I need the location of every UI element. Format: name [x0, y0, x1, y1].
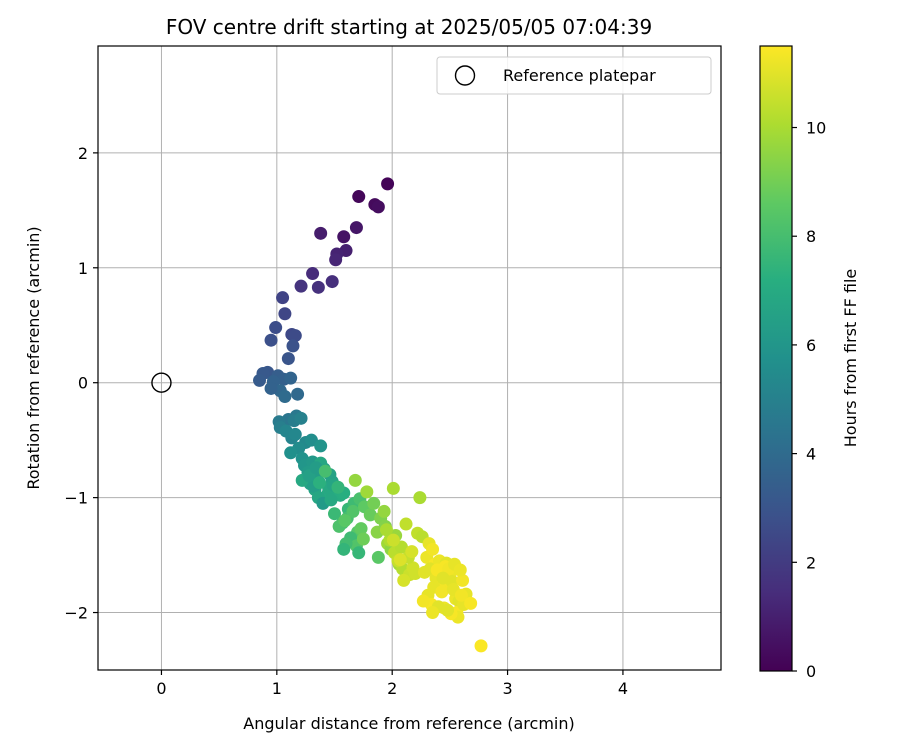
plot-frame [97, 45, 722, 671]
data-point [264, 381, 278, 395]
data-point [436, 571, 450, 585]
colorbar-tick-label: 0 [806, 662, 816, 681]
colorbar-tick-label: 8 [806, 227, 816, 246]
data-point [253, 373, 267, 387]
x-axis-ticks: 0 1 2 3 4 [156, 670, 628, 698]
data-point [426, 542, 440, 556]
data-point [441, 603, 455, 617]
gridlines [98, 46, 721, 670]
data-point [294, 279, 308, 293]
data-point [286, 339, 300, 353]
chart-title: FOV centre drift starting at 2025/05/05 … [166, 15, 652, 39]
data-point [346, 504, 360, 518]
data-point [360, 485, 374, 499]
x-tick-label: 3 [502, 679, 512, 698]
legend: Reference platepar [436, 56, 712, 95]
data-point [397, 573, 411, 587]
data-point [413, 491, 427, 505]
y-tick-label: 2 [78, 144, 88, 163]
data-point [337, 542, 351, 556]
data-point [377, 504, 391, 518]
data-point [338, 514, 352, 528]
y-tick-label: 1 [78, 259, 88, 278]
reference-platepar-marker [151, 372, 172, 393]
data-point [349, 221, 363, 235]
data-point [284, 446, 298, 460]
x-axis-label: Angular distance from reference (arcmin) [243, 714, 574, 733]
colorbar-tick-label: 6 [806, 336, 816, 355]
data-point [386, 481, 400, 495]
legend-marker-icon [454, 65, 476, 86]
data-point [288, 427, 302, 441]
data-point [352, 190, 366, 204]
data-points [253, 177, 488, 653]
data-point [331, 480, 345, 494]
data-point [337, 230, 351, 244]
data-point [325, 275, 339, 289]
data-point [291, 387, 305, 401]
x-tick-label: 4 [618, 679, 628, 698]
data-point [294, 411, 308, 425]
data-point [314, 226, 328, 240]
data-point [393, 553, 407, 567]
data-point [276, 291, 290, 305]
x-tick-label: 0 [156, 679, 166, 698]
y-tick-label: 0 [78, 374, 88, 393]
y-axis-ticks: −2 −1 0 1 2 [64, 144, 98, 623]
data-point [278, 389, 292, 403]
legend-label: Reference platepar [503, 66, 656, 85]
data-point [284, 371, 298, 385]
data-point [306, 267, 320, 281]
data-point [348, 473, 362, 487]
data-point [318, 464, 332, 478]
data-point [381, 177, 395, 191]
data-point [371, 200, 385, 214]
data-point [435, 585, 449, 599]
data-point [363, 508, 377, 522]
data-point [399, 517, 413, 531]
data-point [278, 307, 292, 321]
data-point [328, 507, 342, 521]
data-point [329, 253, 343, 267]
data-point [456, 573, 470, 587]
y-tick-label: −2 [64, 604, 88, 623]
data-point [416, 594, 430, 608]
data-point [474, 639, 488, 653]
data-point [324, 493, 338, 507]
data-point [464, 596, 478, 610]
colorbar: 0 2 4 6 8 10 Hours from first FF file [759, 45, 860, 681]
data-point [314, 439, 328, 453]
data-point [379, 523, 393, 537]
data-point [453, 563, 467, 577]
data-point [313, 476, 327, 490]
data-point [405, 545, 419, 559]
legend-box [436, 56, 712, 95]
x-tick-label: 1 [272, 679, 282, 698]
data-point [371, 550, 385, 564]
data-point [356, 532, 370, 546]
data-point [386, 533, 400, 547]
data-point [367, 496, 381, 510]
data-point [311, 280, 325, 294]
data-point [354, 522, 368, 536]
data-point [352, 546, 366, 560]
data-point [281, 352, 295, 366]
y-axis-label: Rotation from reference (arcmin) [24, 226, 43, 489]
colorbar-tick-label: 4 [806, 445, 816, 464]
data-point [426, 606, 440, 620]
data-point [454, 588, 468, 602]
colorbar-tick-label: 10 [806, 119, 826, 138]
colorbar-tick-label: 2 [806, 553, 816, 572]
y-tick-label: −1 [64, 489, 88, 508]
data-point [264, 333, 278, 347]
colorbar-ticks: 0 2 4 6 8 10 [792, 119, 826, 681]
colorbar-label: Hours from first FF file [841, 269, 860, 448]
data-point [288, 329, 302, 343]
colorbar-frame [759, 45, 793, 672]
colorbar-gradient [760, 46, 792, 671]
x-tick-label: 2 [387, 679, 397, 698]
data-point [269, 321, 283, 335]
